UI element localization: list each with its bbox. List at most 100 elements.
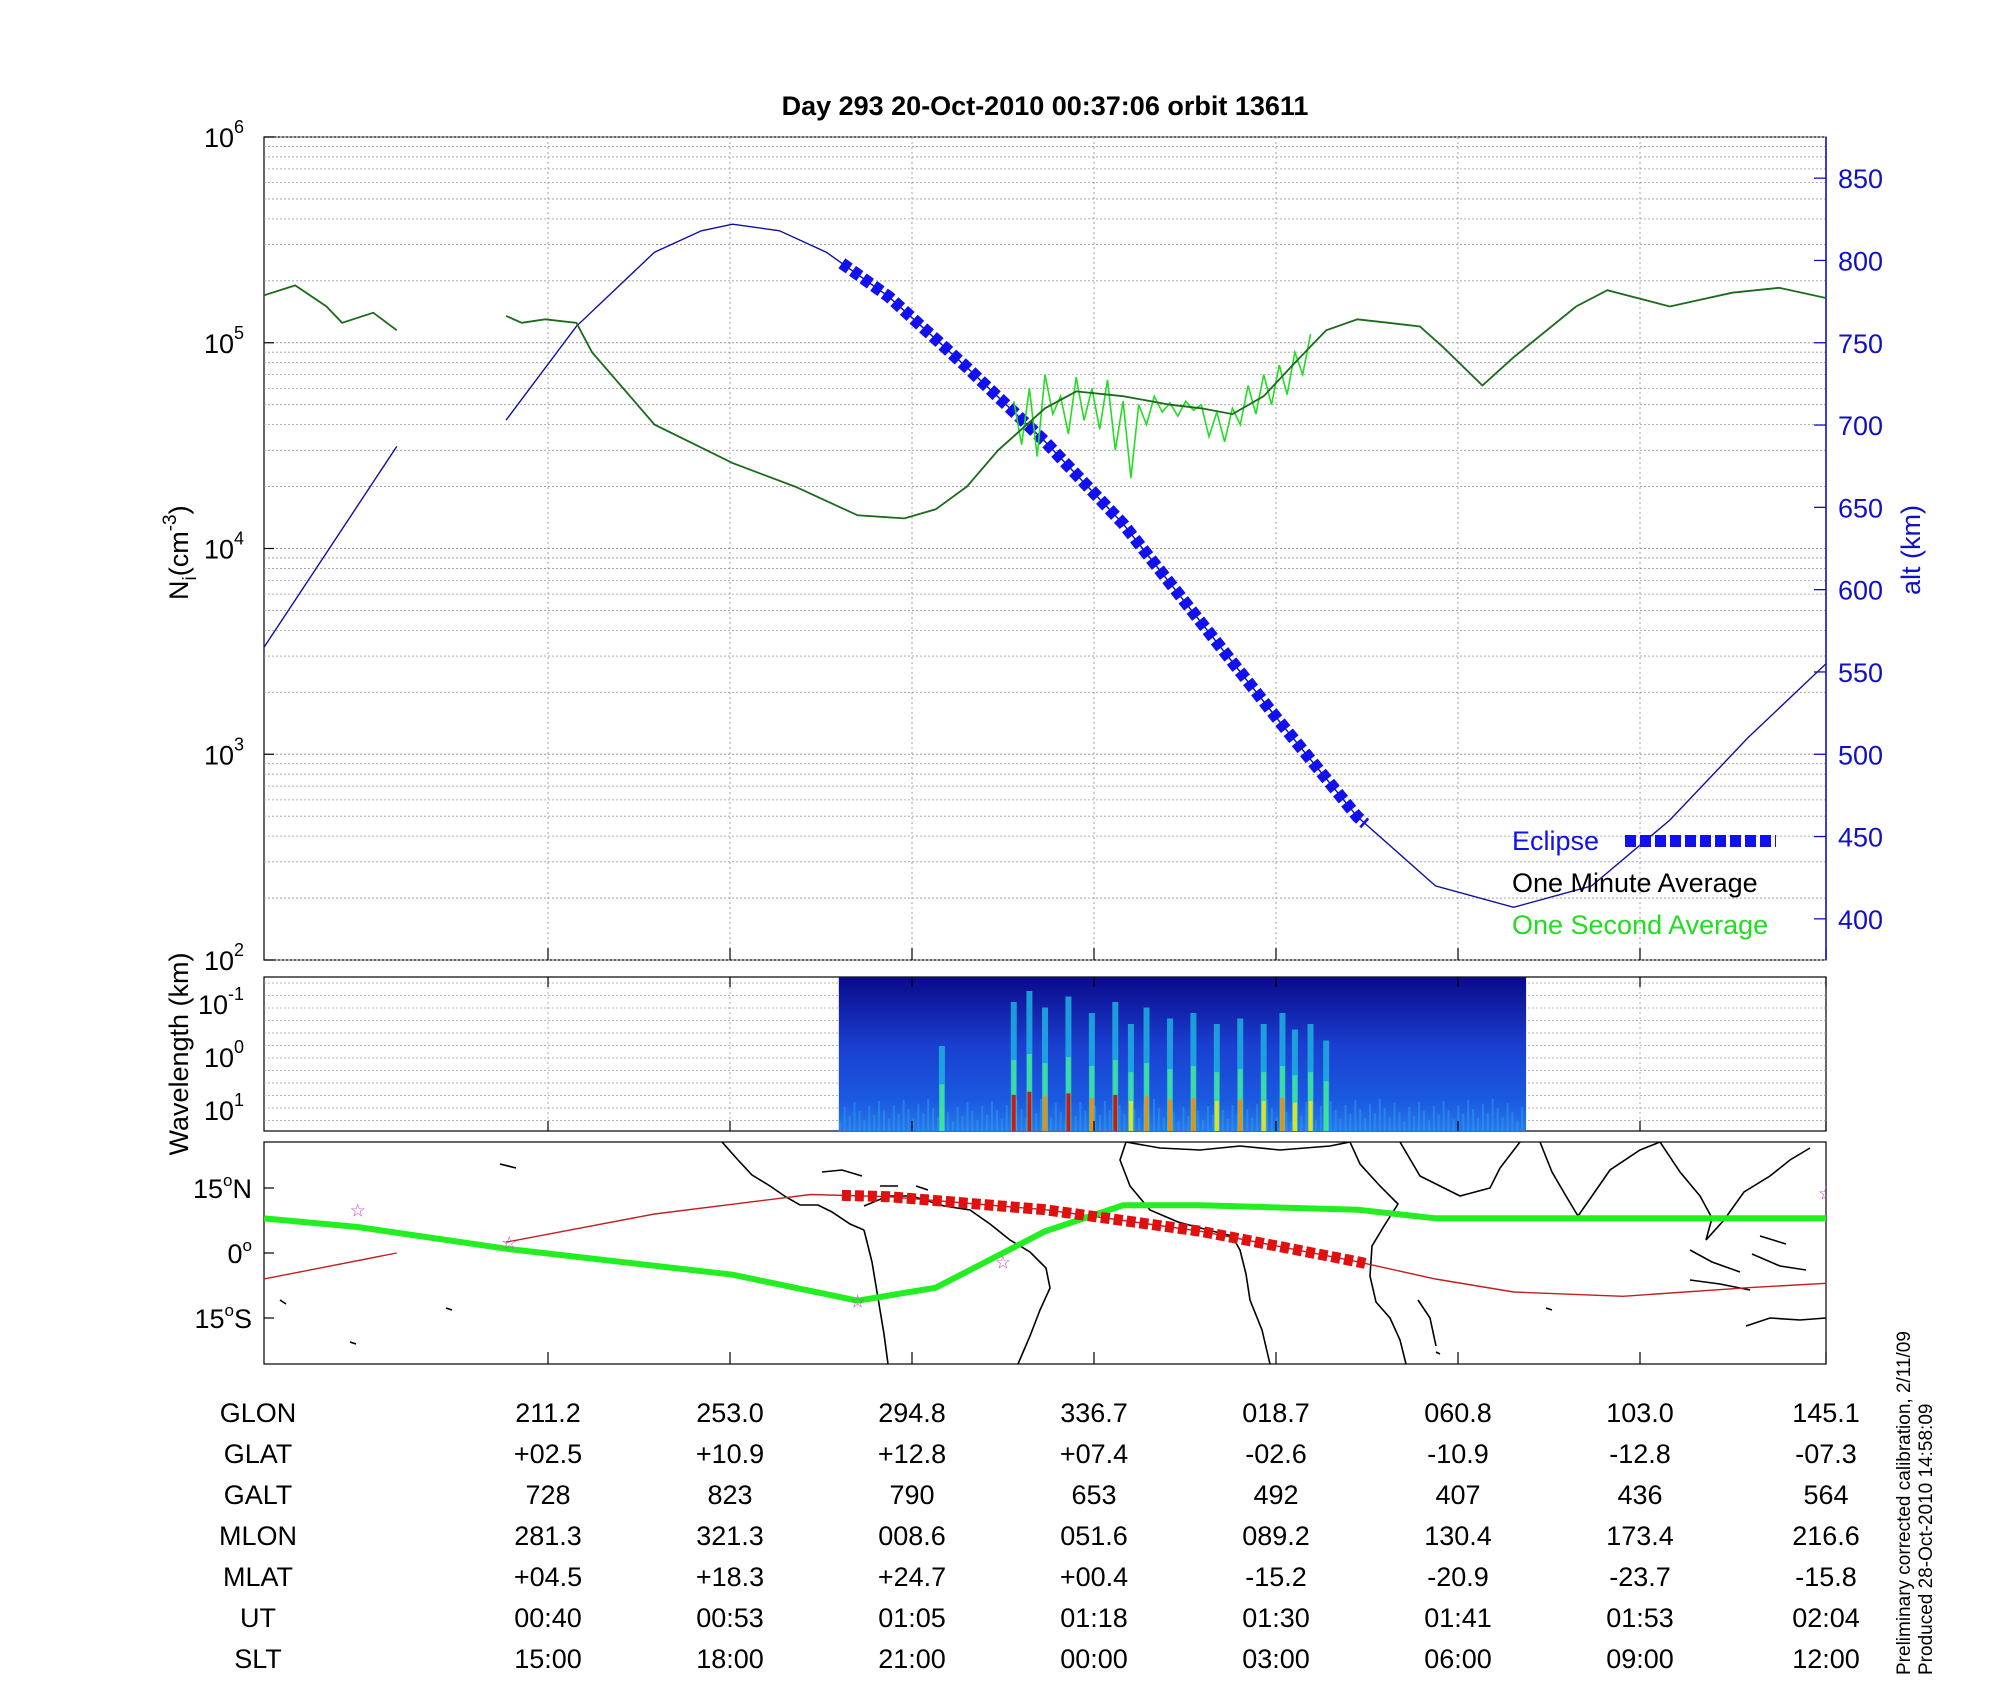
- minute-average-line-segment: [505, 286, 1826, 520]
- table-cell: 01:41: [1424, 1603, 1492, 1633]
- spectrogram-texture: [1118, 1105, 1121, 1131]
- table-cell: 18:00: [696, 1644, 764, 1674]
- degree-sign: o: [243, 1236, 252, 1255]
- legend-second-label: One Second Average: [1512, 910, 1768, 940]
- spectrogram-texture: [1506, 1103, 1509, 1131]
- spectrogram-texture: [1334, 1110, 1337, 1131]
- table-row-label: GLAT: [224, 1439, 293, 1469]
- spectrogram-burst-core: [1214, 1101, 1219, 1131]
- spectrogram-texture: [1059, 1112, 1062, 1131]
- table-cell: 253.0: [696, 1398, 764, 1428]
- spectrogram-texture: [1437, 1115, 1440, 1131]
- star-marker: ☆: [849, 1292, 865, 1312]
- table-cell: 130.4: [1424, 1521, 1492, 1551]
- tick-exponent: 2: [234, 940, 244, 960]
- spectrogram-texture: [1393, 1103, 1396, 1131]
- map-series: ☆ ☆ ☆ ☆ ☆: [264, 1183, 1826, 1312]
- tick-exponent: -1: [228, 984, 244, 1004]
- coast-central-america: [721, 1142, 865, 1231]
- tick-base: 10: [204, 740, 234, 770]
- spectrogram-texture: [1319, 1106, 1322, 1131]
- spectrogram-texture: [936, 1117, 939, 1131]
- altitude-tick-label: 850: [1838, 164, 1883, 194]
- table-cell: 008.6: [878, 1521, 946, 1551]
- spectrogram-texture: [1099, 1115, 1102, 1131]
- spectrogram-background: [838, 977, 1527, 1131]
- table-cell: -10.9: [1427, 1439, 1489, 1469]
- coast-caribbean: [821, 1169, 929, 1191]
- spectrogram-burst-core: [1128, 1101, 1133, 1131]
- altitude-tick-label: 650: [1838, 493, 1883, 523]
- spectrogram-texture: [1388, 1117, 1391, 1131]
- table-cell: 294.8: [878, 1398, 946, 1428]
- spectrogram-texture: [863, 1120, 866, 1131]
- spectrogram-texture: [882, 1110, 885, 1131]
- spectrogram-texture: [1516, 1121, 1519, 1131]
- density-axis-label-close: ): [164, 505, 194, 514]
- spectrogram-texture: [1094, 1106, 1097, 1131]
- spectrogram-texture: [848, 1116, 851, 1131]
- star-marker: ☆: [501, 1233, 517, 1253]
- spectrogram-texture: [1231, 1105, 1234, 1131]
- spectrogram-texture: [1221, 1110, 1224, 1131]
- spectrogram-texture: [1000, 1119, 1003, 1131]
- spectrogram-burst-core: [1027, 1091, 1032, 1131]
- table-cell: 089.2: [1242, 1521, 1310, 1551]
- table-cell: 15:00: [514, 1644, 582, 1674]
- spectrogram-texture: [902, 1100, 905, 1131]
- spectrogram-texture: [1020, 1109, 1023, 1131]
- spectrogram-texture: [1054, 1103, 1057, 1131]
- table-cell: 21:00: [878, 1644, 946, 1674]
- footnote-line1: Preliminary corrected calibration, 2/11/…: [1894, 1331, 1915, 1675]
- spectrogram-texture: [1427, 1120, 1430, 1131]
- table-cell: 321.3: [696, 1521, 764, 1551]
- table-cell: 216.6: [1792, 1521, 1860, 1551]
- table-cell: +24.7: [878, 1562, 946, 1592]
- spectrogram-texture: [1329, 1101, 1332, 1131]
- table-cell: +12.8: [878, 1439, 946, 1469]
- table-cell: 823: [707, 1480, 752, 1510]
- spectrogram-texture: [922, 1113, 925, 1131]
- spectrogram-texture: [1486, 1113, 1489, 1131]
- minute-average-line-segment: [264, 284, 398, 332]
- spectrogram-texture: [1187, 1116, 1190, 1131]
- spectrogram-texture: [1442, 1101, 1445, 1131]
- spectrogram-texture: [1202, 1120, 1205, 1131]
- coast-africa-east: [1349, 1142, 1407, 1364]
- spectrogram-texture: [1265, 1099, 1268, 1131]
- spectrogram-texture: [1369, 1104, 1372, 1131]
- spectrogram-texture: [961, 1116, 964, 1131]
- tick-base: 10: [198, 990, 228, 1020]
- latitude-degrees: 15: [193, 1174, 223, 1204]
- spectrogram-texture: [1349, 1114, 1352, 1131]
- spectrogram-texture: [887, 1119, 890, 1131]
- spectrogram-texture: [1378, 1099, 1381, 1131]
- table-cell: -12.8: [1609, 1439, 1671, 1469]
- table-cell: 02:04: [1792, 1603, 1860, 1633]
- spectrogram-texture: [1462, 1114, 1465, 1131]
- spectrogram-texture: [1359, 1109, 1362, 1131]
- spectrogram-texture: [1423, 1111, 1426, 1131]
- tick-base: 10: [204, 1096, 234, 1126]
- table-cell: +18.3: [696, 1562, 764, 1592]
- spectrogram-texture: [853, 1102, 856, 1131]
- density-tick-label: 105: [204, 323, 244, 359]
- density-tick-label: 106: [204, 117, 244, 153]
- spectrogram-texture: [1496, 1108, 1499, 1131]
- spectrogram-burst-core: [939, 1107, 944, 1131]
- legend: Eclipse One Minute Average One Second Av…: [1512, 826, 1776, 940]
- spectrogram-texture: [971, 1111, 974, 1131]
- spectrogram-texture: [1162, 1117, 1165, 1131]
- latitude-tick-label: 15oS: [194, 1301, 252, 1334]
- spectrogram-texture: [1290, 1121, 1293, 1131]
- legend-minute-label: One Minute Average: [1512, 868, 1758, 898]
- spectrogram-texture: [843, 1107, 846, 1131]
- spectrogram-texture: [1103, 1101, 1106, 1131]
- table-cell: 09:00: [1606, 1644, 1674, 1674]
- spectrogram-texture: [990, 1101, 993, 1131]
- spectrogram-texture: [995, 1110, 998, 1131]
- map-plot-area: [263, 1141, 1827, 1365]
- spectrogram-texture: [1501, 1117, 1504, 1131]
- spectrogram-texture: [1246, 1109, 1249, 1131]
- table-row-label: GLON: [220, 1398, 297, 1428]
